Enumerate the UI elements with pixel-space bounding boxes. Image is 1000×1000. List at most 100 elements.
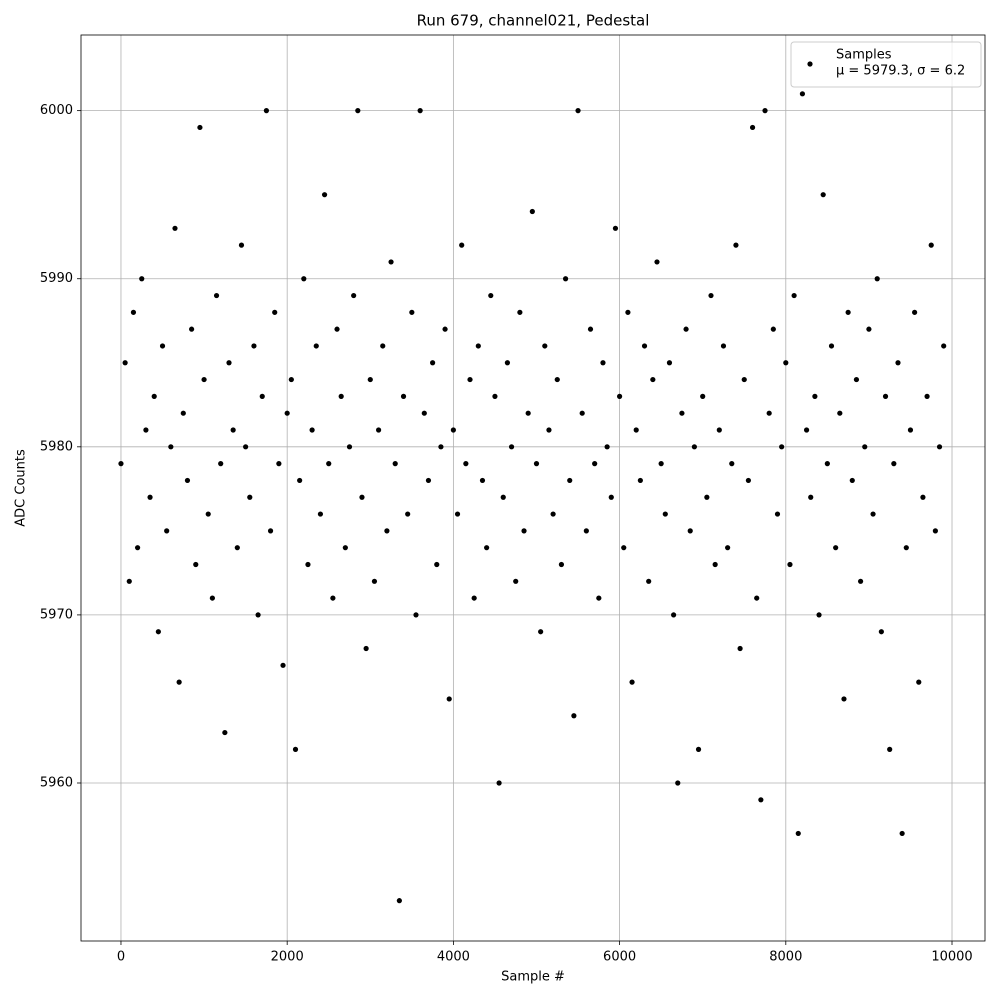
point	[799, 91, 806, 97]
point	[168, 444, 174, 450]
point	[517, 309, 523, 315]
point	[118, 461, 124, 467]
point	[808, 494, 814, 500]
point	[596, 595, 602, 601]
point	[442, 326, 448, 332]
point	[546, 427, 552, 433]
point	[787, 561, 793, 568]
point	[126, 578, 132, 584]
point	[164, 528, 170, 534]
point	[189, 326, 195, 332]
point	[737, 645, 743, 652]
point	[213, 292, 220, 299]
x-tick-label: 2000	[271, 950, 304, 965]
point	[741, 376, 747, 383]
point	[425, 477, 432, 484]
point	[446, 696, 452, 702]
point	[263, 108, 270, 114]
point	[193, 561, 199, 568]
point	[679, 410, 685, 416]
point	[375, 427, 382, 433]
point	[575, 108, 581, 114]
point	[234, 545, 240, 551]
point	[837, 410, 843, 416]
point	[716, 427, 722, 433]
point	[554, 376, 560, 383]
point	[330, 595, 336, 601]
point	[467, 376, 473, 383]
point	[600, 360, 606, 366]
point	[887, 746, 893, 752]
point	[205, 511, 211, 517]
point	[139, 276, 145, 282]
point	[562, 276, 569, 282]
point	[267, 528, 274, 534]
point	[384, 528, 390, 534]
point	[305, 561, 311, 568]
point	[396, 898, 402, 904]
axes-frame	[80, 34, 986, 942]
point	[666, 360, 673, 366]
point	[508, 444, 515, 450]
point	[779, 444, 785, 450]
point	[521, 528, 527, 534]
point	[567, 477, 573, 484]
legend-box	[790, 41, 982, 88]
point	[862, 444, 868, 450]
point	[704, 494, 710, 500]
point	[766, 410, 772, 416]
point	[616, 393, 623, 399]
point	[380, 343, 386, 349]
point	[538, 629, 544, 635]
point	[604, 444, 610, 450]
point	[342, 545, 348, 551]
point	[550, 511, 556, 517]
point	[367, 376, 373, 383]
point	[891, 461, 897, 467]
x-tick-label: 6000	[603, 950, 636, 965]
point	[720, 343, 727, 349]
point	[409, 309, 415, 315]
point	[878, 629, 884, 635]
point	[770, 326, 776, 332]
point	[334, 326, 340, 332]
legend-annotation: μ = 5979.3, σ = 6.2	[836, 64, 965, 79]
point	[243, 444, 249, 450]
point	[297, 477, 303, 484]
point	[912, 309, 918, 315]
x-tick-label: 0	[117, 950, 125, 965]
point	[924, 393, 930, 399]
point	[276, 461, 282, 467]
y-tick-label: 5990	[40, 271, 73, 286]
point	[853, 376, 860, 383]
point	[675, 780, 681, 786]
point	[230, 427, 236, 433]
point	[529, 208, 535, 215]
point	[749, 124, 756, 131]
chart-title: Run 679, channel021, Pedestal	[417, 12, 650, 30]
point	[754, 595, 760, 601]
point	[484, 545, 490, 551]
y-tick-label: 5960	[40, 775, 73, 790]
point	[845, 309, 851, 315]
point	[579, 410, 585, 416]
point	[351, 292, 357, 299]
point	[359, 494, 365, 500]
point	[438, 444, 444, 450]
point	[130, 309, 137, 315]
point	[941, 343, 947, 349]
point	[849, 477, 855, 484]
point	[932, 528, 938, 534]
point	[733, 242, 739, 248]
point	[558, 561, 565, 568]
point	[708, 292, 714, 299]
point	[907, 427, 914, 433]
point	[321, 192, 328, 198]
point	[363, 645, 369, 652]
point	[687, 528, 693, 534]
point	[405, 511, 411, 517]
point	[920, 494, 926, 500]
point	[824, 461, 830, 467]
point	[903, 545, 909, 551]
